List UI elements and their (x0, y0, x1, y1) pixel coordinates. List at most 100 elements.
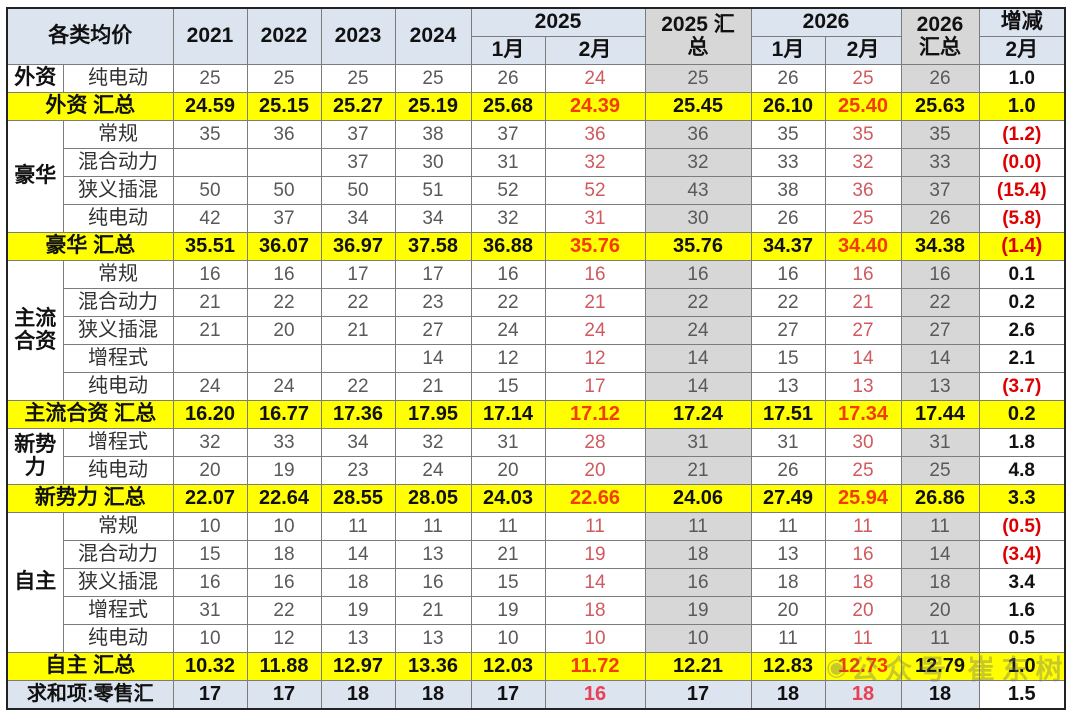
value-cell: 18 (320, 568, 396, 597)
value-cell: 32 (172, 428, 248, 457)
row-label-cell: 求和项:零售汇 (6, 680, 174, 710)
col-header-2026-total: 2026 汇总 (900, 7, 980, 65)
value-cell: 32 (394, 428, 472, 457)
value-cell: 38 (394, 120, 472, 149)
value-cell: 21 (470, 540, 546, 569)
value-cell: 26 (900, 204, 980, 233)
value-cell: 17 (246, 680, 322, 710)
value-cell: 10 (172, 512, 248, 541)
value-cell: 11 (900, 624, 980, 653)
row-label-cell: 狭义插混 (62, 316, 174, 345)
value-cell: 22 (320, 288, 396, 317)
value-cell: 12.83 (750, 652, 826, 681)
col-header-2026: 2026 (750, 7, 902, 37)
value-cell: 24.03 (470, 484, 546, 513)
value-cell: 16 (644, 568, 752, 597)
table-row: 豪华 汇总 35.51 36.07 36.97 37.58 36.88 35.76 35.76… (6, 232, 1066, 261)
value-cell: 35 (900, 120, 980, 149)
value-cell: 37 (246, 204, 322, 233)
value-cell: 19 (470, 596, 546, 625)
value-cell: (5.8) (978, 204, 1066, 233)
value-cell: 11.72 (544, 652, 646, 681)
value-cell: 22 (644, 288, 752, 317)
value-cell: 14 (900, 344, 980, 373)
value-cell: 18 (900, 680, 980, 710)
row-label-cell: 新势力 汇总 (6, 484, 174, 513)
value-cell: (0.0) (978, 148, 1066, 177)
value-cell: 0.5 (978, 624, 1066, 653)
value-cell: 42 (172, 204, 248, 233)
value-cell: 26 (750, 456, 826, 485)
value-cell: 25 (320, 64, 396, 93)
table-row: 豪华 常规 35 36 37 38 37 36 36 35 35 35 (1.2) (6, 120, 1066, 233)
value-cell: 26.10 (750, 92, 826, 121)
value-cell: 12.79 (900, 652, 980, 681)
value-cell: 36 (246, 120, 322, 149)
value-cell: 37 (470, 120, 546, 149)
value-cell: 28.55 (320, 484, 396, 513)
value-cell: 16 (900, 260, 980, 289)
value-cell: 43 (644, 176, 752, 205)
value-cell: 16 (824, 260, 902, 289)
value-cell: 34.38 (900, 232, 980, 261)
value-cell: 22 (246, 288, 322, 317)
value-cell: 17 (544, 372, 646, 401)
value-cell: 20 (246, 316, 322, 345)
value-cell: 27 (900, 316, 980, 345)
value-cell: 12.21 (644, 652, 752, 681)
value-cell: 12 (544, 344, 646, 373)
value-cell: 36.97 (320, 232, 396, 261)
col-header-2026-total-line1: 2026 (916, 13, 964, 37)
value-cell: 11 (320, 512, 396, 541)
value-cell: 11 (824, 624, 902, 653)
value-cell: (0.5) (978, 512, 1066, 541)
value-cell: 31 (172, 596, 248, 625)
value-cell: 11 (824, 512, 902, 541)
value-cell: 25.94 (824, 484, 902, 513)
value-cell: 31 (750, 428, 826, 457)
value-cell: 16 (750, 260, 826, 289)
col-header-2023: 2023 (320, 7, 396, 65)
value-cell: 10 (544, 624, 646, 653)
value-cell: 50 (246, 176, 322, 205)
value-cell: 33 (246, 428, 322, 457)
value-cell: 20 (172, 456, 248, 485)
value-cell: 16 (246, 260, 322, 289)
value-cell: 13 (750, 540, 826, 569)
table-row: 狭义插混 16 16 18 16 15 14 16 18 18 18 3.4 (7, 568, 1066, 597)
row-label-cell: 混合动力 (62, 148, 174, 177)
value-cell: 24.59 (172, 92, 248, 121)
row-label-cell: 增程式 (62, 344, 174, 373)
value-cell: 36 (824, 176, 902, 205)
row-label-cell: 常规 (62, 120, 174, 149)
row-label-cell: 混合动力 (62, 288, 174, 317)
row-label-cell: 纯电动 (62, 64, 174, 93)
value-cell: 25.63 (900, 92, 980, 121)
value-cell: 10 (470, 624, 546, 653)
table-row: 增程式 14 12 12 14 15 14 14 2.1 (7, 344, 1066, 373)
value-cell: 14 (394, 344, 472, 373)
table-row: 主流合资 常规 16 16 17 17 16 16 16 16 16 16 0.1 (6, 260, 1066, 401)
value-cell: 13 (320, 624, 396, 653)
value-cell: 17 (320, 260, 396, 289)
value-cell: 13 (394, 540, 472, 569)
value-cell: 32 (470, 204, 546, 233)
value-cell: 15 (470, 568, 546, 597)
value-cell: 17.51 (750, 400, 826, 429)
value-cell: 21 (644, 456, 752, 485)
row-label-cell: 自主 汇总 (6, 652, 174, 681)
value-cell: 30 (824, 428, 902, 457)
value-cell (246, 344, 322, 373)
value-cell: (15.4) (978, 176, 1066, 205)
value-cell: 22.07 (172, 484, 248, 513)
col-header-2025-jan: 1月 (470, 36, 546, 65)
col-header-change: 增减 (978, 7, 1066, 37)
value-cell: 12 (470, 344, 546, 373)
value-cell: 17.12 (544, 400, 646, 429)
value-cell: 37.58 (394, 232, 472, 261)
value-cell: (3.4) (978, 540, 1066, 569)
row-label-cell: 增程式 (62, 596, 174, 625)
value-cell: 34.37 (750, 232, 826, 261)
value-cell: 24 (246, 372, 322, 401)
value-cell: 19 (544, 540, 646, 569)
